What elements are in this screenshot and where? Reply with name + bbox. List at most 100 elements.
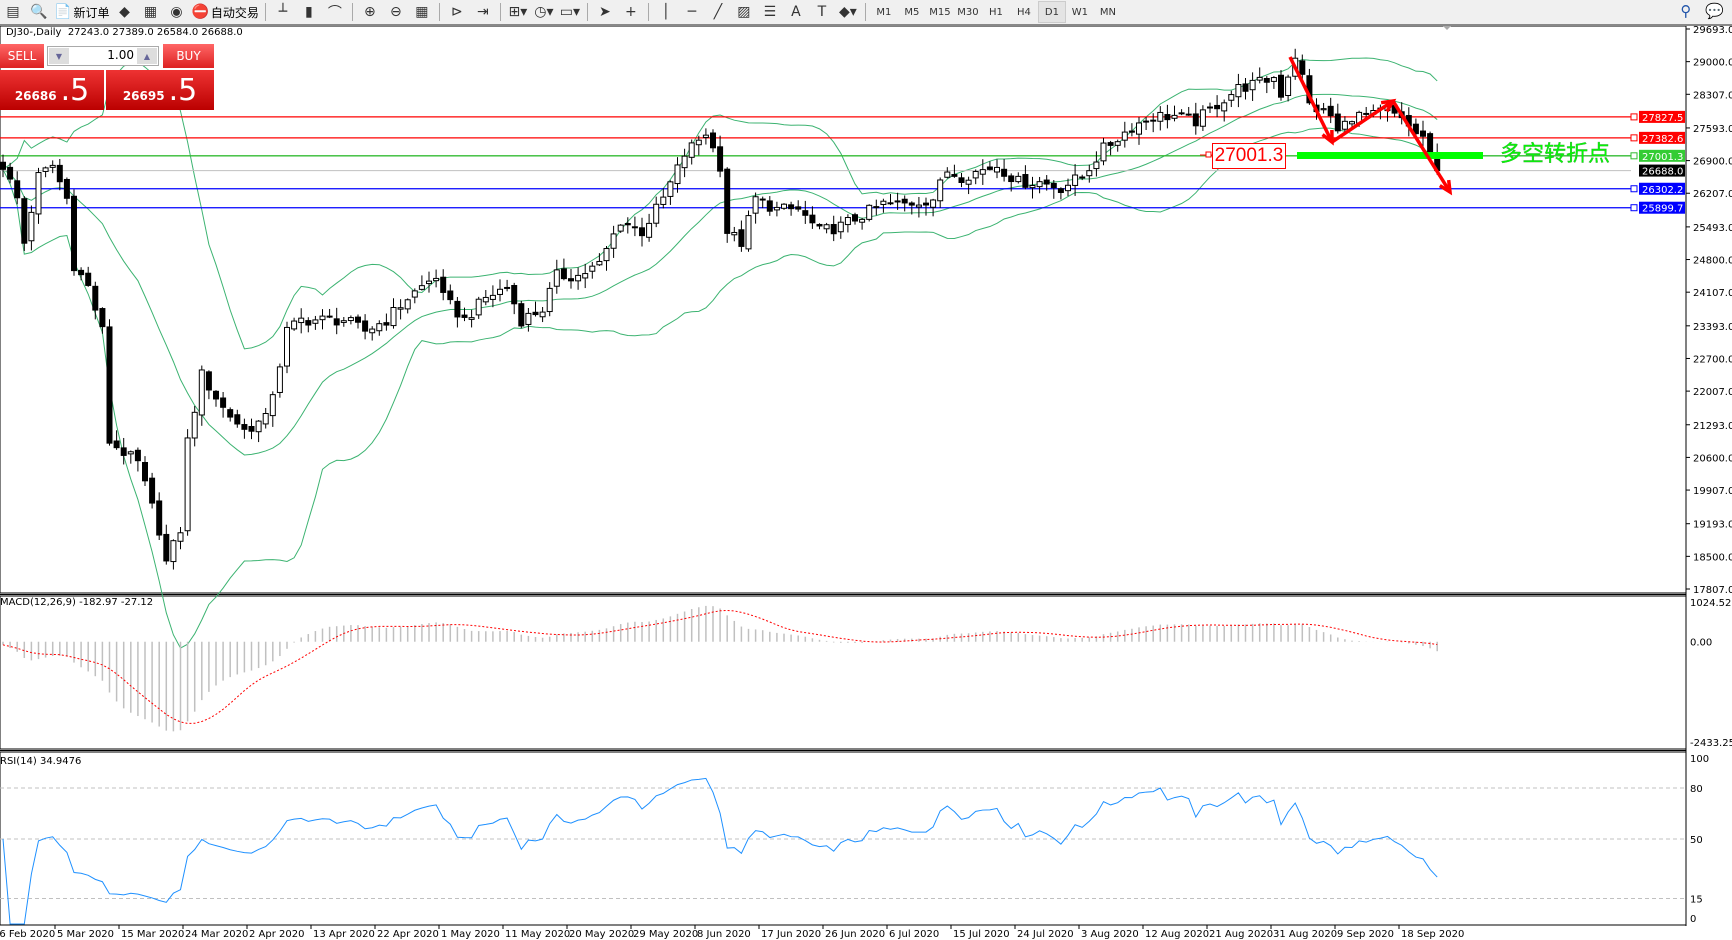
trend-arrow[interactable] <box>1288 56 1334 143</box>
price-axis-label: 24107.0 <box>1693 288 1732 299</box>
candle-bullish <box>276 366 283 393</box>
rsi-line <box>2 777 1438 925</box>
indicators-button[interactable]: ⊞▾ <box>505 1 531 23</box>
vertical-line-button[interactable]: │ <box>653 1 679 23</box>
candle-bullish <box>1178 112 1185 115</box>
horizontal-line-button[interactable]: ─ <box>679 1 705 23</box>
volume-increase-icon[interactable]: ▲ <box>137 48 157 64</box>
rsi-axis-label: 100 <box>1690 754 1709 765</box>
chart-shift-button[interactable]: ⇥ <box>470 1 496 23</box>
candle-bullish <box>731 231 738 236</box>
timeframe-m15[interactable]: M15 <box>929 6 951 18</box>
line-chart-button[interactable]: ⌒ <box>322 1 348 23</box>
new-order-button[interactable]: 📄 新订单 <box>52 1 111 23</box>
buy-price-main: 26695 <box>122 89 165 103</box>
candle-bullish <box>752 196 759 214</box>
buy-button[interactable]: BUY <box>163 44 214 68</box>
timeframe-m30[interactable]: M30 <box>957 6 979 18</box>
candle-bullish <box>660 196 667 205</box>
timeframe-m1[interactable]: M1 <box>876 6 892 18</box>
buy-price-button[interactable]: 26695 .5 <box>106 70 214 110</box>
volume-input[interactable]: 1.00 <box>107 48 134 62</box>
timeframe-d1[interactable]: D1 <box>1037 1 1066 23</box>
shapes-button[interactable]: ◆▾ <box>835 1 861 23</box>
candle-bullish <box>702 134 709 138</box>
candle-bearish <box>99 308 106 328</box>
candle-bullish <box>1207 106 1213 109</box>
candle-bullish <box>397 307 404 310</box>
chart-shift-icon: ⇥ <box>477 4 489 20</box>
auto-scroll-button[interactable]: ⊳ <box>444 1 470 23</box>
timeframe-h1[interactable]: H1 <box>988 6 1003 18</box>
candle-bullish <box>1349 121 1355 125</box>
support-zone-rectangle[interactable] <box>1297 152 1483 159</box>
candle-bullish <box>1228 94 1235 101</box>
vertical-line-icon: │ <box>661 4 671 20</box>
new-chart-button[interactable]: ▤ <box>0 1 26 23</box>
line-chart-icon: ⌒ <box>327 5 342 21</box>
macd-axis-label: 0.00 <box>1690 638 1712 649</box>
candle-bearish <box>21 198 28 244</box>
sell-price-main: 26686 <box>14 89 57 103</box>
timeframe-w1[interactable]: W1 <box>1071 6 1089 18</box>
candle-bullish <box>617 224 624 232</box>
annotation-text[interactable]: 多空转折点 <box>1500 142 1611 167</box>
trend-arrow[interactable] <box>1331 99 1394 144</box>
zoom-in-button[interactable]: ⊕ <box>357 1 383 23</box>
candle-bearish <box>440 276 447 293</box>
sell-button[interactable]: SELL <box>0 44 44 68</box>
metaeditor-button[interactable]: ◆ <box>111 1 137 23</box>
timeframe-m5[interactable]: M5 <box>904 6 920 18</box>
auto-trading-button[interactable]: ⛔ 自动交易 <box>189 1 260 23</box>
candle-bearish <box>134 449 141 462</box>
candle-bearish <box>1334 113 1341 132</box>
new-chart-icon: ▤ <box>6 4 20 20</box>
chat-icon[interactable]: 💬 <box>1705 2 1724 20</box>
periods-button[interactable]: ◷▾ <box>531 1 557 23</box>
trend-arrow[interactable] <box>1391 100 1452 193</box>
price-label-anchor <box>1205 151 1212 158</box>
text-label-button[interactable]: T <box>809 1 835 23</box>
cursor-icon: ➤ <box>599 4 611 20</box>
candle-bullish <box>411 290 418 298</box>
volume-stepper[interactable]: ▼ 1.00 ▲ <box>47 46 159 66</box>
text-button[interactable]: A <box>783 1 809 23</box>
candle-bearish <box>1043 179 1050 185</box>
search-icon[interactable]: ⚲ <box>1680 2 1692 20</box>
data-window-button[interactable]: ▦ <box>137 1 163 23</box>
timeframe-h4[interactable]: H4 <box>1016 6 1031 18</box>
cursor-button[interactable]: ➤ <box>592 1 618 23</box>
candle-bearish <box>1327 105 1334 117</box>
candle-bearish <box>227 409 234 418</box>
candle-bullish <box>1114 141 1121 146</box>
profiles-button[interactable]: 🔍 <box>26 1 52 23</box>
volume-decrease-icon[interactable]: ▼ <box>49 48 69 64</box>
crosshair-button[interactable]: + <box>618 1 644 23</box>
sell-price-button[interactable]: 26686 .5 <box>0 70 104 110</box>
candle-bullish <box>759 198 766 201</box>
zoom-out-button[interactable]: ⊖ <box>383 1 409 23</box>
tile-windows-button[interactable]: ▦ <box>409 1 435 23</box>
price-axis-label: 28307.0 <box>1693 90 1732 101</box>
level-handle <box>1630 185 1638 193</box>
fibonacci-button[interactable]: ☰ <box>757 1 783 23</box>
bar-chart-button[interactable]: ┴ <box>270 1 296 23</box>
candle-bullish <box>823 224 830 230</box>
trendline-button[interactable]: ╱ <box>705 1 731 23</box>
equidistant-channel-button[interactable]: ▨ <box>731 1 757 23</box>
candle-bearish <box>809 214 816 224</box>
price-label-object[interactable]: 27001.3 <box>1212 143 1286 169</box>
level-handle <box>1630 134 1638 142</box>
price-axis-label: 26900.0 <box>1693 157 1732 168</box>
signals-button[interactable]: ◉ <box>163 1 189 23</box>
chart-window[interactable]: 29693.0 29000.0 28307.0 27593.0 26900.0 26207… <box>0 26 1732 940</box>
candle-bearish <box>1263 77 1270 83</box>
candle-bullish <box>1270 77 1277 82</box>
candle-bullish <box>291 320 298 330</box>
candlestick-chart-button[interactable]: ▮ <box>296 1 322 23</box>
candle-bearish <box>624 223 631 226</box>
candle-bearish <box>241 424 248 430</box>
timeframe-mn[interactable]: MN <box>1099 6 1116 18</box>
candle-bearish <box>958 177 965 183</box>
templates-button[interactable]: ▭▾ <box>557 1 583 23</box>
